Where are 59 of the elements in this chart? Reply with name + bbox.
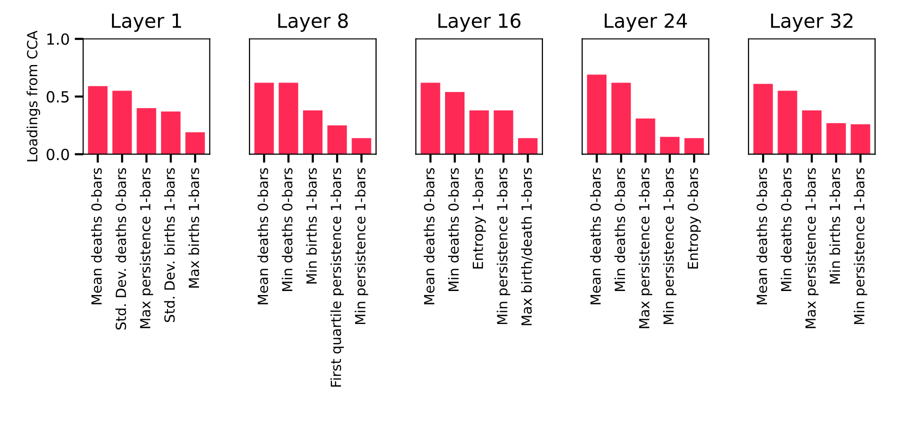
bar	[660, 136, 680, 154]
bar	[684, 138, 704, 154]
chart-title: Layer 8	[278, 13, 348, 32]
x-tick-label: Mean deaths 0-bars	[257, 168, 268, 304]
bar	[445, 92, 465, 154]
bar	[112, 90, 132, 154]
x-tick-label: Min deaths 0-bars	[614, 168, 626, 292]
bar	[88, 86, 108, 154]
bar	[778, 90, 798, 154]
x-tick-label: Min births 1-bars	[829, 168, 840, 284]
x-tick-label: First quartile persistence 1-bars	[330, 168, 344, 387]
x-tick-label: Min persistence 1-bars	[854, 168, 868, 324]
bar	[494, 110, 514, 154]
bar	[254, 82, 274, 154]
y-tick-label: 0.0	[46, 148, 69, 160]
bar	[753, 84, 773, 154]
bar	[352, 138, 372, 154]
bar	[802, 110, 822, 154]
chart-title: Layer 16	[438, 13, 520, 32]
x-tick-label: Mean deaths 0-bars	[756, 168, 768, 304]
x-tick-label: Max persistence 1-bars	[140, 168, 154, 328]
bar	[469, 110, 489, 154]
x-tick-label: Min persistence 1-bars	[354, 168, 368, 324]
bar	[420, 82, 440, 154]
x-tick-label: Max births 1-bars	[188, 168, 200, 288]
bar	[611, 82, 631, 154]
chart-title: Layer 1	[112, 14, 182, 32]
x-tick-label: Std. Dev. deaths 0-bars	[115, 168, 126, 330]
x-tick-label: Min deaths 0-bars	[780, 168, 792, 292]
chart-title: Layer 24	[604, 13, 687, 32]
x-tick-label: Max persistence 1-bars	[805, 168, 819, 328]
chart-title: Layer 32	[771, 13, 852, 32]
x-tick-label: Min births 1-bars	[306, 168, 317, 284]
x-tick-label: Max birth/death 1-bars	[521, 168, 533, 326]
bar	[136, 108, 156, 154]
y-axis-title: Loadings from CCA	[26, 30, 40, 162]
y-tick-label: 0.5	[46, 91, 69, 103]
bar	[185, 132, 205, 154]
y-tick-label: 1.0	[47, 33, 69, 45]
x-tick-label: Min persistence 1-bars	[663, 168, 677, 324]
x-tick-label: Mean deaths 0-bars	[590, 168, 601, 304]
x-tick-label: Min deaths 0-bars	[282, 168, 292, 292]
x-tick-label: Entropy 0-bars	[687, 168, 701, 269]
x-tick-label: Std. Dev. births 1-bars	[164, 168, 175, 322]
bar	[518, 138, 538, 154]
bar	[278, 82, 298, 154]
bar	[327, 125, 347, 154]
bar	[826, 123, 846, 154]
x-tick-label: Min persistence 1-bars	[496, 168, 510, 324]
bar	[636, 118, 656, 154]
bar	[587, 74, 607, 154]
bar	[303, 110, 323, 154]
bar	[161, 112, 181, 154]
bar	[850, 124, 870, 154]
x-tick-label: Mean deaths 0-bars	[424, 168, 434, 304]
x-tick-label: Min deaths 0-bars	[448, 168, 459, 292]
x-tick-label: Entropy 1-bars	[472, 168, 486, 269]
x-tick-label: Mean deaths 0-bars	[91, 168, 102, 304]
x-tick-label: Max persistence 1-bars	[638, 168, 652, 328]
